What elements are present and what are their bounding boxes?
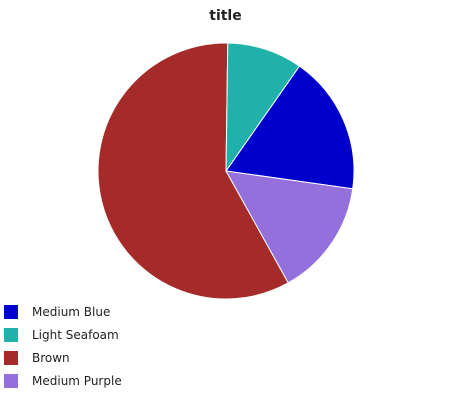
pie-slice-light-seafoam xyxy=(225,42,301,173)
legend-label-medium-purple: Medium Purple xyxy=(32,373,122,388)
chart-title: title xyxy=(209,8,242,24)
legend-label-brown: Brown xyxy=(32,350,70,365)
legend-item-medium-purple: Medium Purple xyxy=(4,373,122,388)
legend-item-light-seafoam: Light Seafoam xyxy=(4,327,122,342)
legend-swatch-light-seafoam xyxy=(4,327,18,342)
pie-slice-medium-blue xyxy=(225,65,355,190)
pie-slice-brown xyxy=(97,42,289,300)
pie-chart xyxy=(97,42,355,300)
pie-slice-medium-purple xyxy=(225,170,354,284)
legend-label-medium-blue: Medium Blue xyxy=(32,304,111,319)
legend-item-medium-blue: Medium Blue xyxy=(4,304,122,319)
legend-swatch-medium-purple xyxy=(4,373,18,388)
legend-swatch-medium-blue xyxy=(4,304,18,319)
legend-label-light-seafoam: Light Seafoam xyxy=(32,327,119,342)
legend-item-brown: Brown xyxy=(4,350,122,365)
legend-swatch-brown xyxy=(4,350,18,365)
legend: Medium Blue Light Seafoam Brown Medium P… xyxy=(4,304,122,396)
